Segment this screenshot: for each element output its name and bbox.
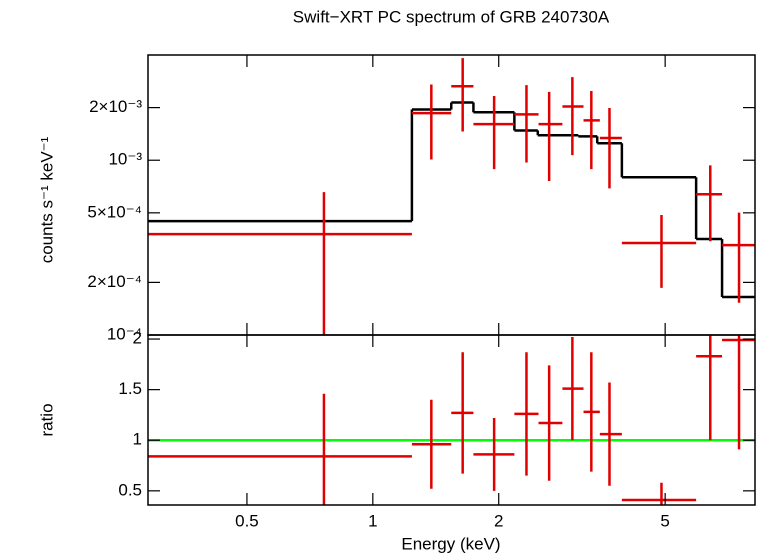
x-axis-label: Energy (keV) — [401, 534, 500, 553]
y-axis-label: ratio — [37, 403, 56, 436]
y-tick-label: 1 — [133, 430, 142, 449]
y-tick-label: 10⁻³ — [108, 150, 142, 169]
y-tick-label: 5×10⁻⁴ — [87, 202, 142, 221]
x-tick-label: 0.5 — [235, 511, 259, 530]
y-tick-label: 2 — [133, 329, 142, 348]
plot-area — [148, 335, 755, 505]
x-tick-label: 2 — [494, 511, 503, 530]
y-tick-label: 2×10⁻⁴ — [87, 272, 142, 291]
x-tick-label: 1 — [368, 511, 377, 530]
y-tick-label: 2×10⁻³ — [89, 97, 142, 116]
y-tick-label: 0.5 — [118, 480, 142, 499]
panel-frame — [147, 54, 756, 336]
y-tick-label: 1.5 — [118, 379, 142, 398]
panel-frame — [147, 334, 756, 506]
y-tick-label: 10⁻⁴ — [107, 324, 142, 343]
y-axis-label: counts s⁻¹ keV⁻¹ — [37, 136, 56, 263]
x-tick-label: 5 — [660, 511, 669, 530]
plot-area — [148, 58, 755, 335]
chart-title: Swift−XRT PC spectrum of GRB 240730A — [293, 7, 610, 26]
